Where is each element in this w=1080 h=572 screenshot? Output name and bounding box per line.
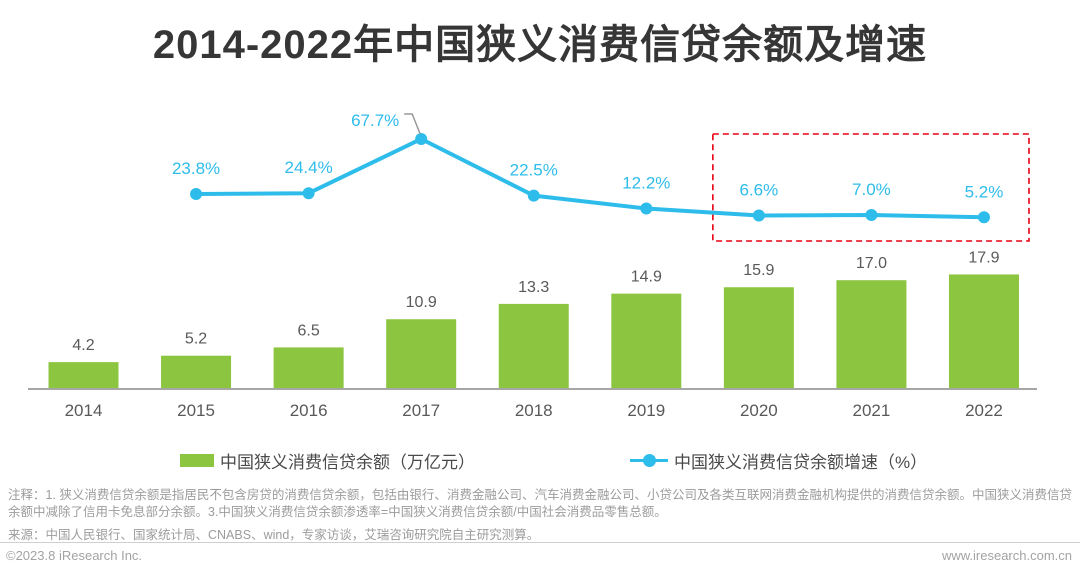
x-axis-label-2019: 2019 [627,401,665,420]
x-axis-label-2015: 2015 [177,401,215,420]
bar-value-label: 6.5 [297,322,319,339]
pct-label-2018: 22.5% [510,161,558,180]
footnotes: 注释：1. 狭义消费信贷余额是指居民不包含房贷的消费信贷余额，包括由银行、消费金… [8,488,1072,519]
pct-label-2019: 12.2% [622,174,670,193]
pct-label-2016: 24.4% [285,158,333,177]
line-point-2022 [977,211,990,224]
line-point-2019 [640,202,653,215]
line-point-2017 [415,132,428,145]
bar-value-label: 4.2 [72,337,94,354]
bar-value-label: 10.9 [406,294,437,311]
pct-label-2022: 5.2% [965,182,1004,201]
callout-connector-line [404,113,421,135]
page-footer: ©2023.8 iResearch Inc. www.iresearch.com… [0,542,1080,572]
bar-swatch-icon [180,453,214,467]
bar-2021 [836,280,907,389]
bar-2015 [161,355,232,389]
line-point-2021 [865,209,878,222]
bar-value-label: 14.9 [631,269,662,286]
source-line: 来源：中国人民银行、国家统计局、CNABS、wind，专家访谈，艾瑞咨询研究院自… [8,528,540,542]
growth-line [194,136,986,220]
x-axis-label-2020: 2020 [740,401,778,420]
line-point-2016 [302,187,315,200]
x-axis-label-2021: 2021 [853,401,891,420]
line-point-2018 [527,189,540,202]
bar-value-label: 13.3 [518,279,549,296]
website-link[interactable]: www.iresearch.com.cn [941,548,1072,563]
bar-value-label: 17.9 [968,249,999,266]
bar-value-label: 15.9 [743,262,774,279]
x-axis-label-2018: 2018 [515,401,553,420]
bar-value-label: 5.2 [185,331,207,348]
legend-label-growth: 中国狭义消费信贷余额增速（%） [674,452,928,472]
legend-label-balance: 中国狭义消费信贷余额（万亿元） [220,452,475,472]
x-axis-label-2017: 2017 [402,401,440,420]
bar-2017 [386,319,457,389]
chart-legend: 中国狭义消费信贷余额（万亿元） 中国狭义消费信贷余额增速（%） [0,448,1080,472]
bar-2016 [273,347,344,389]
pct-label-2020: 6.6% [739,181,778,200]
bar-2018 [498,303,569,389]
legend-item-balance: 中国狭义消费信贷余额（万亿元） [180,448,475,472]
x-axis-label-2022: 2022 [965,401,1003,420]
pct-label-2017: 67.7% [351,111,399,130]
bar-2019 [611,293,682,389]
bar-value-label: 17.0 [856,255,887,272]
copyright-text: ©2023.8 iResearch Inc. [6,548,143,563]
page-title: 2014-2022年中国狭义消费信贷余额及增速 [152,23,928,67]
line-point-2015 [190,187,203,200]
pct-label-2015: 23.8% [172,159,220,178]
pct-label-2021: 7.0% [852,180,891,199]
legend-item-growth: 中国狭义消费信贷余额增速（%） [630,448,927,472]
x-axis-label-2014: 2014 [65,401,103,420]
line-point-2020 [752,209,765,222]
bar-2022 [948,274,1019,389]
bar-2020 [723,287,794,389]
x-axis-label-2016: 2016 [290,401,328,420]
combo-chart: 4.2 5.2 6.5 10.9 13.3 14.9 15.9 17.0 17.9 2014 201… [28,111,1037,420]
bar-2014 [48,362,119,389]
line-dot-icon [630,453,668,467]
highlight-dashed-box [712,133,1030,242]
